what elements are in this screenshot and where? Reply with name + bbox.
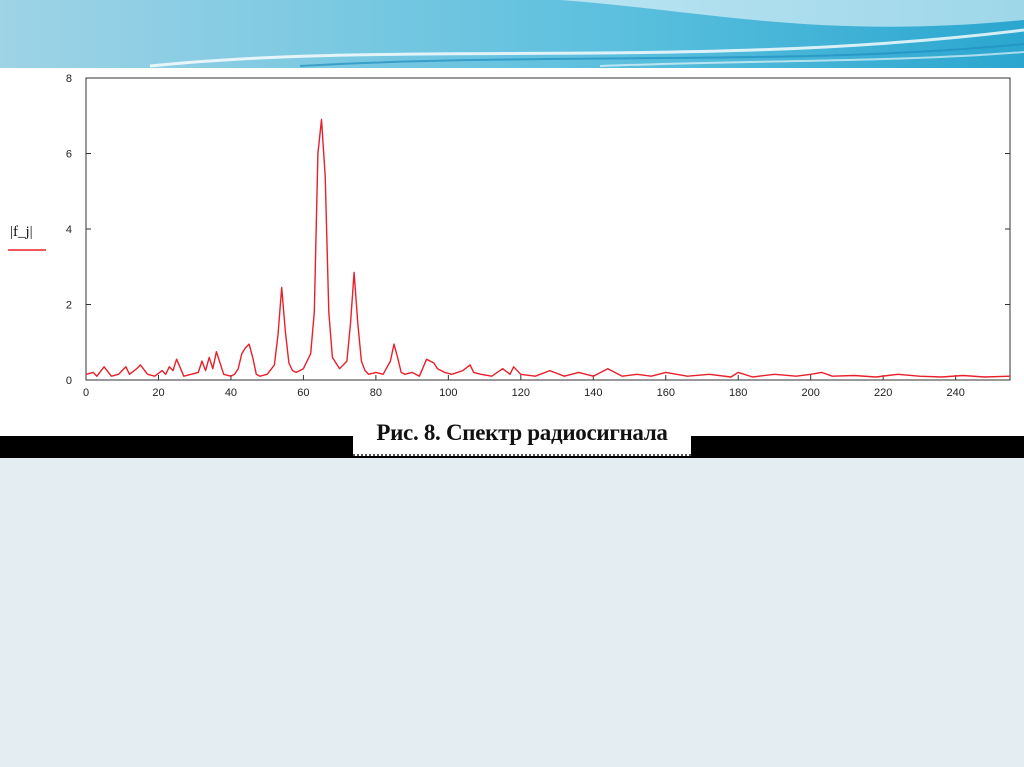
y-tick-label: 6 [66, 149, 72, 161]
x-tick-label: 20 [152, 387, 164, 399]
x-tick-label: 180 [729, 387, 747, 399]
x-tick-label: 220 [874, 387, 892, 399]
x-tick-label: 40 [225, 387, 237, 399]
x-tick-label: 160 [657, 387, 675, 399]
x-tick-label: 100 [439, 387, 457, 399]
x-tick-label: 200 [802, 387, 820, 399]
y-axis-ticks: 0 2 4 6 8 [66, 73, 1010, 387]
x-tick-label: 120 [512, 387, 530, 399]
y-axis-label: |f_j| [10, 224, 33, 240]
series-line [85, 118, 1011, 378]
chart-axes [85, 77, 1011, 381]
y-tick-label: 8 [66, 73, 72, 85]
figure-caption-box: Рис. 8. Спектр радиосигнала [353, 418, 691, 456]
x-axis-ticks: 0 20 40 60 80 100 120 140 160 180 200 220 240 [83, 375, 965, 399]
plot-frame [85, 77, 1011, 381]
x-tick-label: 140 [584, 387, 602, 399]
x-tick-label: 80 [370, 387, 382, 399]
y-axis-legend: |f_j| [8, 224, 46, 251]
y-tick-label: 4 [66, 224, 72, 236]
y-tick-label: 2 [66, 300, 72, 312]
x-tick-label: 240 [946, 387, 964, 399]
x-tick-label: 60 [297, 387, 309, 399]
series-group [85, 118, 1011, 378]
y-tick-label: 0 [66, 375, 72, 387]
figure-caption: Рис. 8. Спектр радиосигнала [376, 420, 668, 445]
x-tick-label: 0 [83, 387, 89, 399]
